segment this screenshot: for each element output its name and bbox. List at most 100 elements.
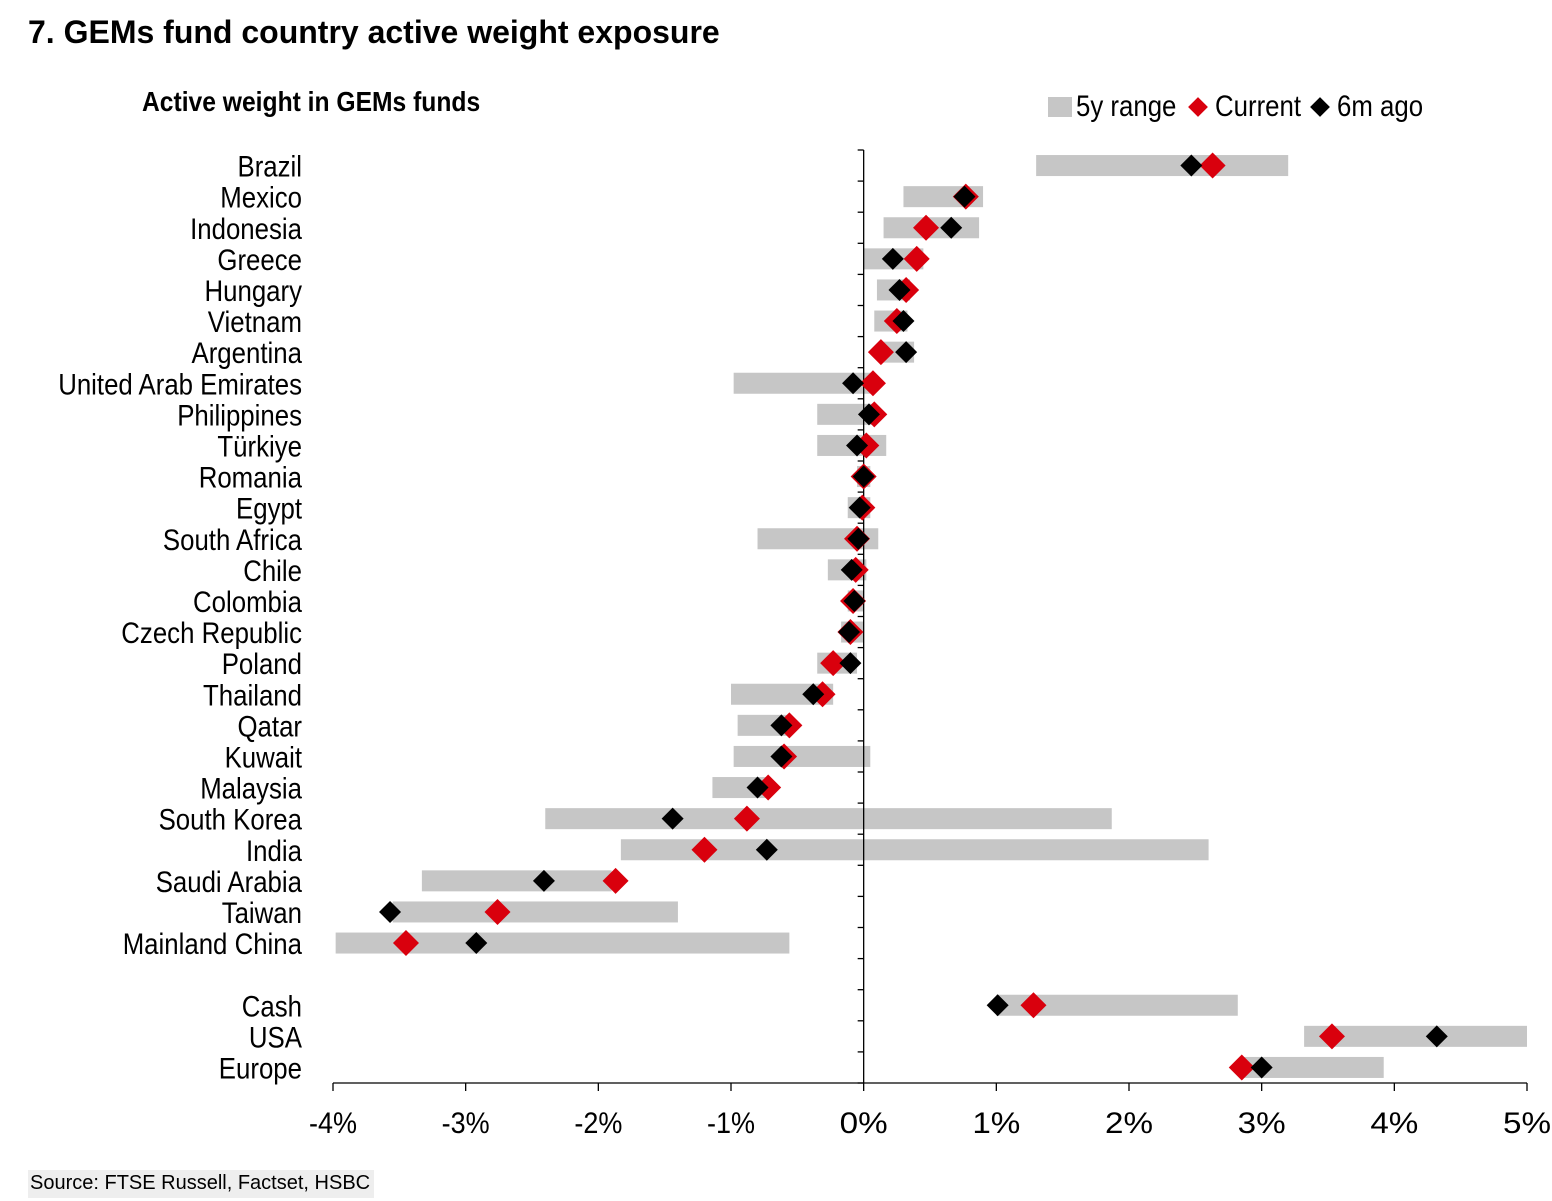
six-month-ago-marker <box>532 869 555 892</box>
six-month-ago-marker <box>986 994 1009 1017</box>
legend-item-6m-ago: 6m ago <box>1307 90 1423 124</box>
category-label: Indonesia <box>190 213 302 246</box>
range-bar <box>392 901 678 923</box>
source-note: Source: FTSE Russell, Factset, HSBC <box>28 1170 375 1198</box>
current-marker <box>484 898 511 925</box>
six-month-ago-marker <box>892 310 915 333</box>
category-label: India <box>246 835 302 868</box>
six-month-ago-marker <box>847 527 870 550</box>
current-marker <box>602 867 629 894</box>
six-month-ago-marker <box>755 838 778 861</box>
category-label: Saudi Arabia <box>156 866 303 899</box>
six-month-ago-marker <box>839 652 862 675</box>
six-month-ago-marker <box>842 372 865 395</box>
x-tick-label: -1% <box>707 1107 755 1140</box>
current-marker <box>820 650 847 677</box>
category-label: Cash <box>242 990 302 1023</box>
category-label: Czech Republic <box>121 617 302 650</box>
x-tick-label: 5% <box>1503 1107 1551 1140</box>
six-month-ago-marker <box>1425 1025 1448 1048</box>
current-marker <box>733 805 760 832</box>
range-bar <box>1036 155 1289 177</box>
range-bar <box>733 372 871 394</box>
category-label: Philippines <box>177 399 302 432</box>
category-label: Vietnam <box>208 306 302 339</box>
six-month-ago-marker <box>770 714 793 737</box>
category-label: Türkiye <box>217 430 302 463</box>
range-bar <box>733 745 871 767</box>
category-label: Argentina <box>192 337 303 370</box>
current-marker <box>1199 152 1226 179</box>
current-marker <box>392 930 419 957</box>
category-label: Romania <box>199 462 303 495</box>
category-label: Hungary <box>205 275 303 308</box>
range-bar <box>996 994 1238 1016</box>
x-tick-label: -2% <box>574 1107 622 1140</box>
current-marker <box>1228 1054 1255 1081</box>
category-label: Thailand <box>203 679 302 712</box>
six-month-ago-marker <box>379 900 402 923</box>
category-label: Brazil <box>238 151 303 184</box>
category-label: Mainland China <box>123 928 303 961</box>
current-marker <box>913 214 940 241</box>
x-tick-label: 2% <box>1105 1107 1153 1140</box>
six-month-ago-marker <box>661 807 684 830</box>
category-label: South Africa <box>163 524 302 557</box>
six-month-ago-marker <box>857 403 880 426</box>
six-month-ago-marker <box>746 776 769 799</box>
current-marker <box>903 245 930 272</box>
x-tick-label: -3% <box>442 1107 490 1140</box>
six-month-ago-marker <box>848 496 871 519</box>
chart-subtitle: Active weight in GEMs funds <box>142 86 481 117</box>
legend-label: 5y range <box>1076 90 1177 123</box>
category-label: Mexico <box>220 182 302 215</box>
category-label: Europe <box>219 1052 302 1085</box>
six-month-ago-marker <box>770 745 793 768</box>
six-month-ago-marker <box>953 185 976 208</box>
six-month-ago-marker <box>840 558 863 581</box>
six-month-ago-marker <box>846 434 869 457</box>
range-bar <box>335 932 790 954</box>
six-month-ago-marker <box>465 932 488 955</box>
category-label: South Korea <box>159 804 303 837</box>
category-label: Taiwan <box>222 897 302 930</box>
x-tick-label: 4% <box>1370 1107 1418 1140</box>
range-bar <box>421 870 612 892</box>
x-tick-label: 1% <box>972 1107 1020 1140</box>
category-label: Greece <box>217 244 302 277</box>
current-marker <box>691 836 718 863</box>
six-month-ago-marker <box>843 589 866 612</box>
range-bar <box>757 528 879 550</box>
current-marker <box>1318 1023 1345 1050</box>
category-label: United Arab Emirates <box>58 368 302 401</box>
legend-label: Current <box>1214 90 1301 123</box>
range-bar <box>1244 1056 1384 1078</box>
current-marker <box>867 339 894 366</box>
category-label: Malaysia <box>200 773 302 806</box>
page-title: 7. GEMs fund country active weight expos… <box>28 14 720 50</box>
range-bar <box>817 403 873 425</box>
current-marker <box>859 370 886 397</box>
legend-swatch-range <box>1048 97 1072 117</box>
six-month-ago-marker <box>852 465 875 488</box>
six-month-ago-marker <box>895 341 918 364</box>
six-month-ago-marker <box>888 278 911 301</box>
x-tick-label: 3% <box>1238 1107 1286 1140</box>
category-label: Egypt <box>236 493 303 526</box>
legend-item-5y-range: 5y range <box>1048 90 1176 124</box>
category-label: Chile <box>243 555 302 588</box>
category-label: Qatar <box>238 710 303 743</box>
six-month-ago-marker <box>802 683 825 706</box>
x-tick-label: -4% <box>309 1107 357 1140</box>
legend-label: 6m ago <box>1336 90 1423 123</box>
legend: 5y range Current 6m ago <box>1048 88 1429 126</box>
six-month-ago-marker <box>1250 1056 1273 1079</box>
range-bar <box>1304 1025 1527 1047</box>
category-label: Kuwait <box>225 741 303 774</box>
legend-item-current: Current <box>1185 90 1301 124</box>
six-month-ago-marker <box>881 247 904 270</box>
x-tick-label: 0% <box>840 1107 888 1140</box>
six-month-ago-marker <box>1180 154 1203 177</box>
category-label: Poland <box>222 648 302 681</box>
